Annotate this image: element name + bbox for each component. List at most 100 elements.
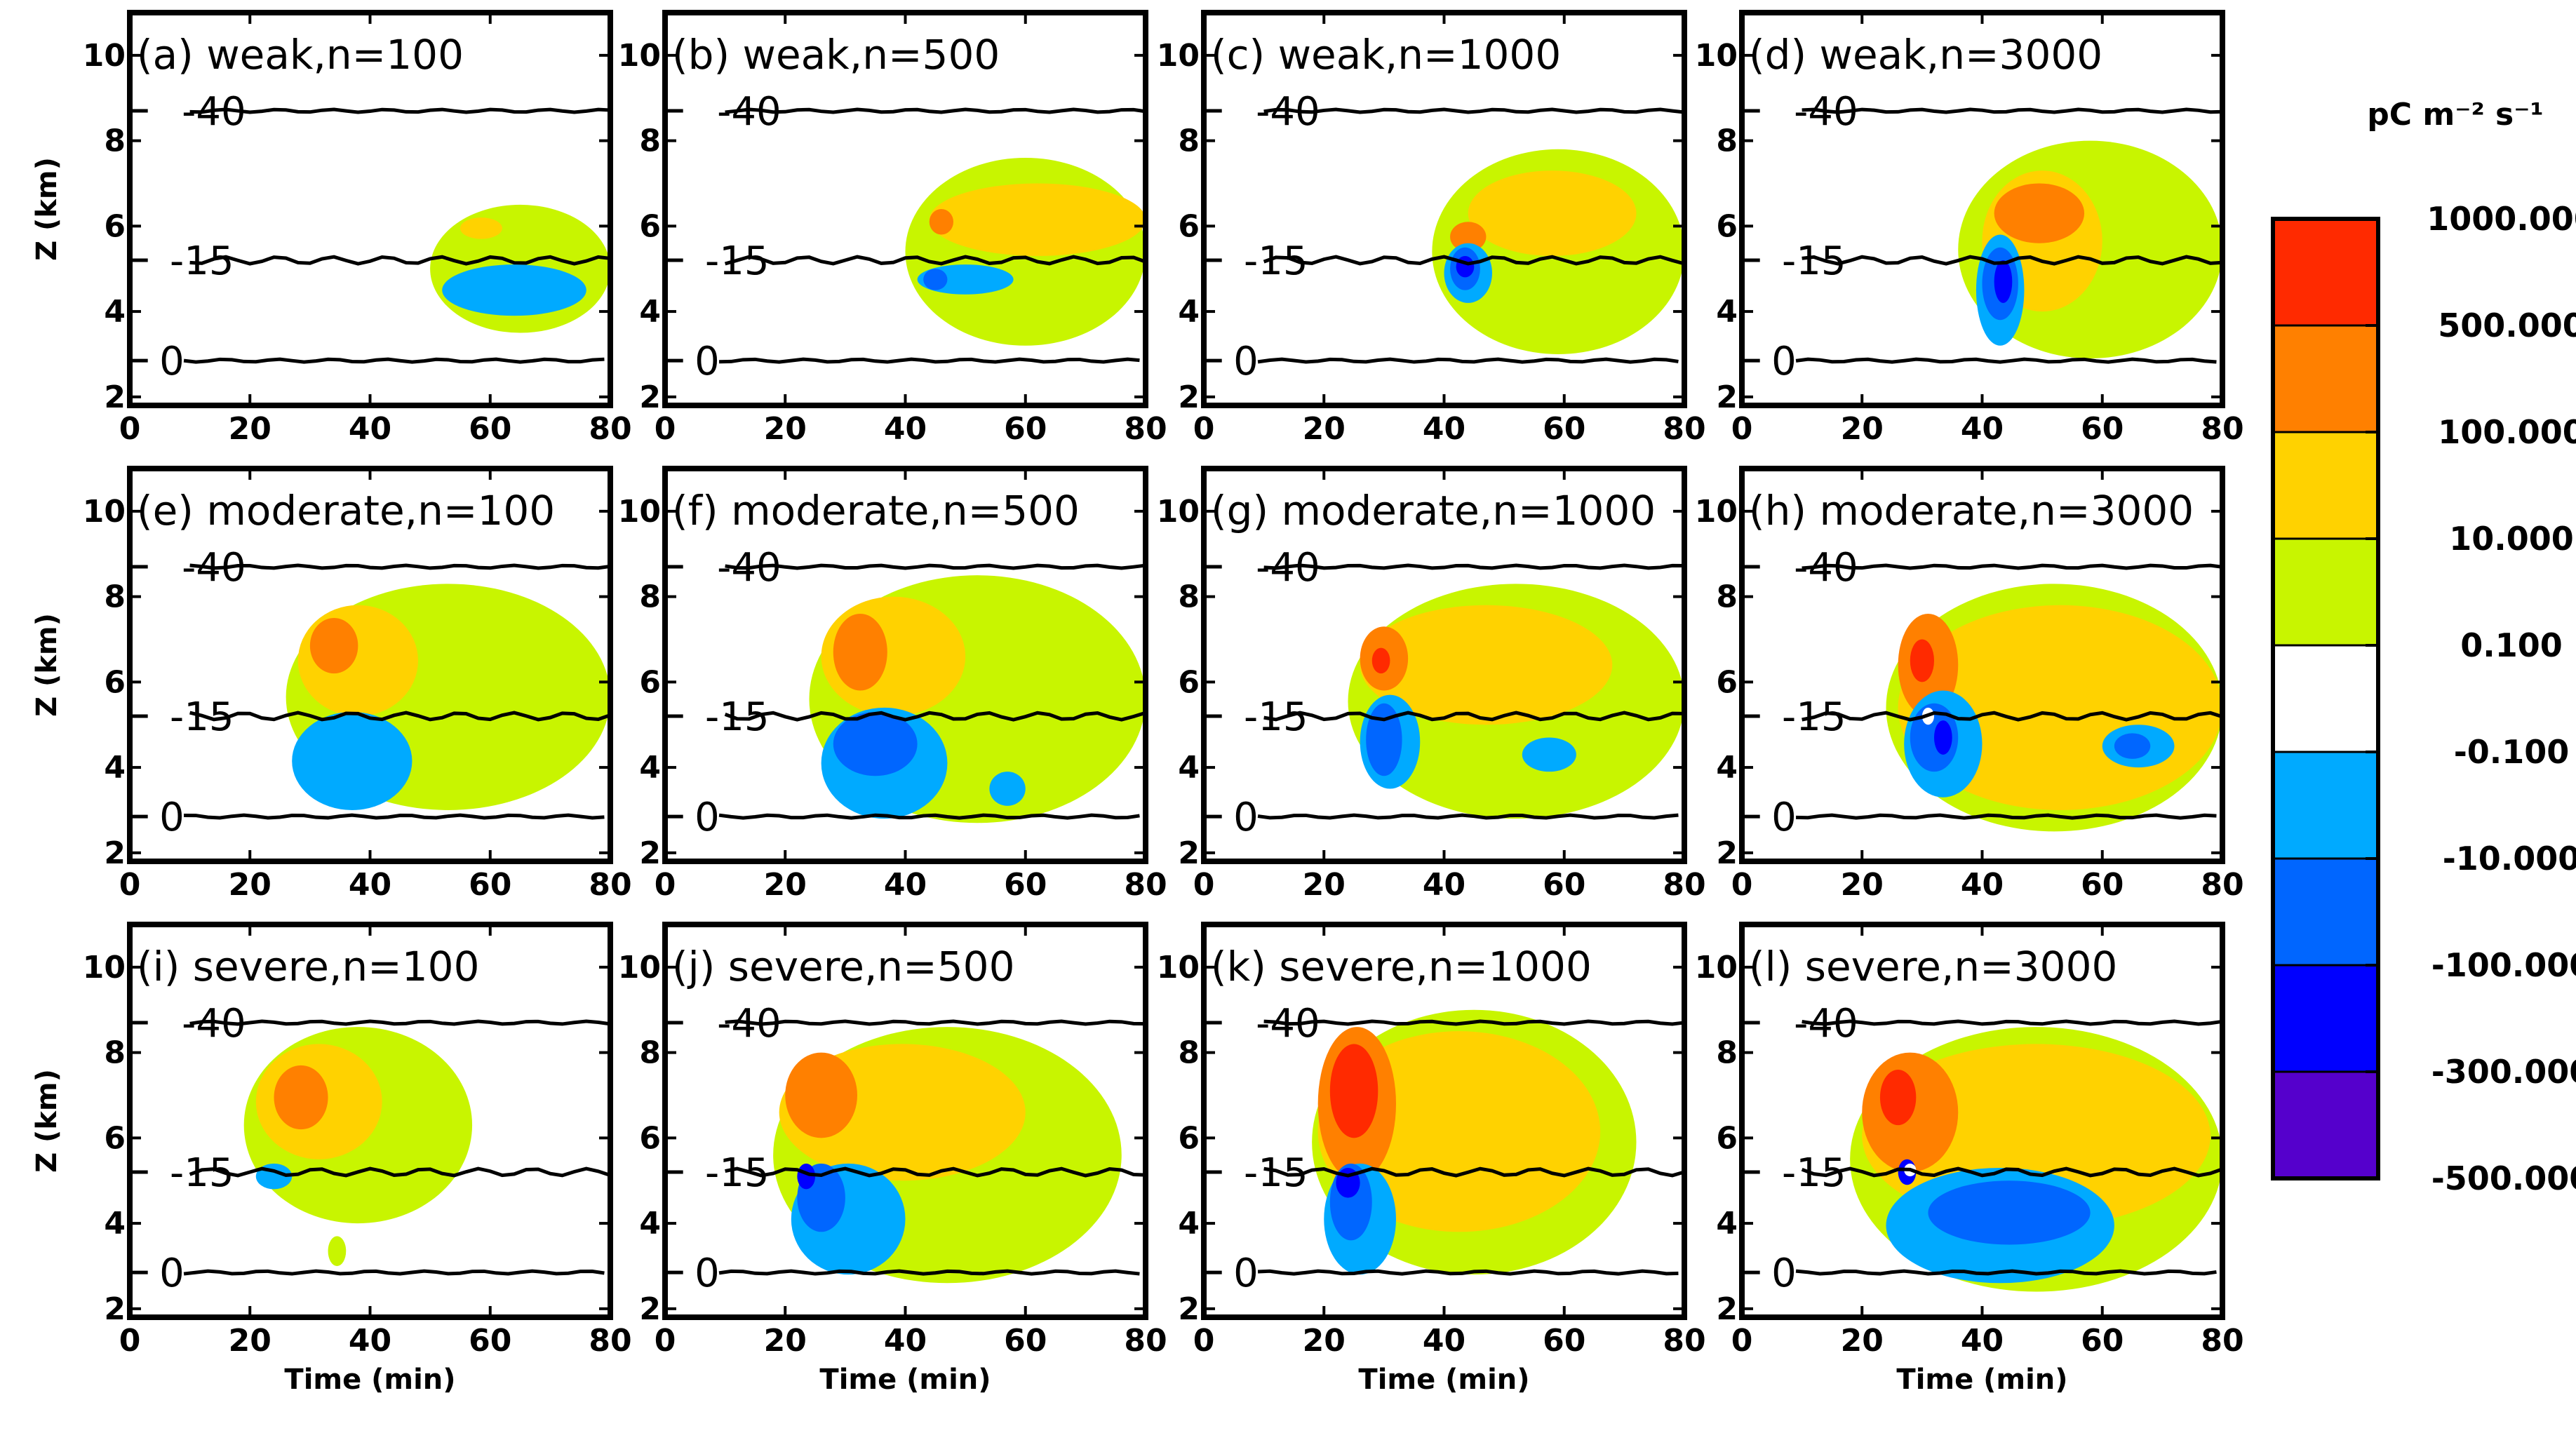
x-tick-label: 40 [349, 1323, 391, 1359]
isotherm-line [1204, 357, 1679, 364]
y-tick-label: 10 [1695, 950, 1738, 985]
contour-region [442, 264, 586, 316]
contour-region [1910, 639, 1934, 682]
isotherm-label: -40 [1256, 89, 1320, 135]
panel-title: (b) weak,n=500 [672, 31, 1000, 79]
isotherm-line [1742, 1166, 2223, 1178]
isotherm-label: -15 [1244, 238, 1308, 284]
colorbar-segment [2272, 751, 2380, 860]
y-tick-label: 6 [1178, 664, 1200, 700]
y-tick-label: 2 [1178, 1291, 1200, 1327]
contour-region [1329, 1044, 1378, 1138]
x-axis-title: Time (min) [1358, 1364, 1529, 1396]
isotherm-label: -15 [170, 694, 234, 740]
y-tick-label: 4 [104, 294, 126, 330]
colorbar-level-label: -0.100 [2454, 733, 2570, 771]
isotherm-line [665, 563, 1146, 570]
panel-title: (i) severe,n=100 [137, 943, 479, 990]
y-tick-label: 8 [1716, 123, 1738, 159]
y-tick-label: 2 [1178, 835, 1200, 871]
x-tick-label: 20 [1841, 867, 1884, 903]
isotherm-label: 0 [1233, 795, 1259, 840]
isotherm-label: -40 [182, 545, 246, 591]
isotherm-line [665, 711, 1146, 722]
colorbar-level-label: -100.000 [2431, 946, 2576, 984]
isotherm-line [130, 357, 605, 364]
isotherm-label: -40 [1256, 1001, 1320, 1047]
x-tick-label: 20 [764, 411, 807, 447]
colorbar-frame [2271, 217, 2380, 1180]
colorbar-segment [2272, 1070, 2380, 1180]
panel-title: (c) weak,n=1000 [1211, 31, 1561, 79]
y-tick-label: 10 [1695, 494, 1738, 530]
contour-region [1879, 1069, 1917, 1126]
y-tick-label: 8 [104, 579, 126, 615]
y-tick-label: 10 [618, 494, 661, 530]
panel-j: -40 -15 00 20 40 60 80 2 4 6 8 10 (j) severe,n=500 Ti… [618, 922, 1167, 1396]
panel-c: -40 -15 00 20 40 60 80 2 4 6 8 10 (c) weak,n=1000 [1157, 10, 1706, 447]
panel-k: -40 -15 00 20 40 60 80 2 4 6 8 10 (k) severe,n=1000 T… [1157, 922, 1706, 1396]
panel-title: (f) moderate,n=500 [672, 487, 1080, 534]
y-tick-label: 8 [639, 579, 661, 615]
isotherm-line [665, 1166, 1146, 1178]
contour-region [929, 209, 953, 235]
x-tick-label: 80 [1663, 1323, 1705, 1359]
contour-field [286, 584, 610, 810]
x-tick-label: 40 [884, 411, 927, 447]
x-tick-label: 60 [1004, 1323, 1047, 1359]
y-tick-label: 2 [1716, 835, 1738, 871]
colorbar-level-label: -10.000 [2443, 840, 2576, 877]
isotherm-line [1742, 563, 2223, 570]
y-tick-label: 6 [1178, 208, 1200, 244]
isotherm-line [1742, 813, 2217, 820]
colorbar: pC m⁻² s⁻¹ 1000.000 500.000 100.000 10.000 0… [2271, 97, 2576, 1197]
isotherm-line [1204, 563, 1685, 570]
colorbar-segment [2272, 644, 2380, 753]
isotherm-label: -15 [705, 1150, 769, 1196]
x-axis-title: Time (min) [284, 1364, 455, 1396]
isotherm-label: -40 [717, 89, 781, 135]
panel-title: (a) weak,n=100 [137, 31, 464, 79]
colorbar-level-label: 0.100 [2460, 626, 2563, 664]
isotherm-line [130, 563, 611, 570]
x-tick-label: 40 [349, 411, 391, 447]
x-tick-label: 20 [229, 867, 271, 903]
y-tick-label: 4 [1716, 294, 1738, 330]
y-tick-label: 10 [83, 950, 126, 985]
y-axis-title: Z (km) [31, 613, 63, 717]
x-axis-title: Time (min) [819, 1364, 991, 1396]
colorbar-level-label: -300.000 [2431, 1053, 2576, 1091]
colorbar-segment [2272, 537, 2380, 647]
x-tick-label: 80 [1124, 1323, 1167, 1359]
y-tick-label: 2 [1716, 379, 1738, 415]
panel-title: (g) moderate,n=1000 [1211, 487, 1656, 534]
x-tick-label: 80 [2201, 411, 2243, 447]
x-tick-label: 0 [119, 411, 141, 447]
y-tick-label: 6 [639, 1120, 661, 1156]
x-tick-label: 20 [764, 1323, 807, 1359]
y-tick-label: 8 [639, 1035, 661, 1071]
isotherm-label: -15 [1244, 1150, 1308, 1196]
y-tick-label: 10 [1157, 494, 1200, 530]
y-tick-label: 6 [1178, 1120, 1200, 1156]
x-tick-label: 20 [1841, 1323, 1884, 1359]
contour-region [785, 1052, 857, 1138]
isotherm-label: 0 [695, 795, 720, 840]
x-tick-label: 60 [1004, 867, 1047, 903]
y-tick-label: 6 [104, 1120, 126, 1156]
panel-g: -40 -15 00 20 40 60 80 2 4 6 8 10 (g) moderate,n=100… [1157, 466, 1706, 903]
y-tick-label: 4 [639, 294, 661, 330]
x-tick-label: 40 [1961, 1323, 2004, 1359]
y-tick-label: 8 [1178, 579, 1200, 615]
isotherm-line [1204, 107, 1685, 114]
x-tick-label: 60 [1543, 411, 1585, 447]
y-tick-label: 10 [1157, 38, 1200, 74]
isotherm-label: 0 [1771, 339, 1797, 384]
y-tick-label: 8 [1178, 1035, 1200, 1071]
colorbar-segment [2272, 217, 2380, 327]
contour-field [905, 157, 1146, 346]
y-tick-label: 6 [1716, 1120, 1738, 1156]
x-tick-label: 0 [655, 411, 676, 447]
x-tick-label: 20 [1303, 867, 1346, 903]
isotherm-line [665, 357, 1140, 364]
